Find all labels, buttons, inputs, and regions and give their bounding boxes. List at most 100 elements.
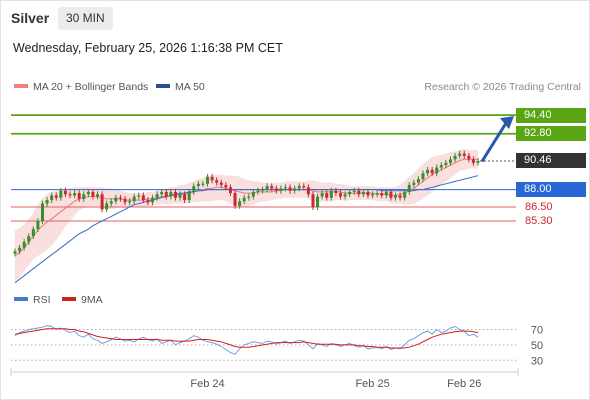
candle-body	[109, 201, 113, 204]
candle	[279, 185, 283, 194]
candle-body	[389, 191, 393, 198]
candle-body	[206, 176, 210, 184]
candle	[325, 190, 329, 201]
candle	[338, 190, 342, 200]
candle	[27, 233, 31, 245]
candle	[183, 191, 187, 203]
candle-body	[178, 194, 182, 198]
candle	[375, 190, 379, 198]
candle	[82, 191, 86, 202]
candle-body	[105, 203, 109, 210]
candle	[105, 200, 109, 213]
candle	[435, 164, 439, 177]
rsi-ma9-line	[14, 328, 479, 349]
candle-body	[352, 190, 356, 192]
candle-body	[27, 236, 31, 242]
ma50-legend-swatch	[156, 84, 170, 88]
forecast-arrow-shaft	[480, 122, 508, 163]
candle	[18, 244, 22, 255]
candle	[128, 198, 132, 206]
candle	[238, 198, 242, 209]
candle	[59, 187, 63, 201]
candle-body	[407, 184, 411, 192]
candle-body	[471, 159, 475, 163]
candle	[201, 180, 205, 187]
timeframe-badge[interactable]: 30 MIN	[58, 7, 113, 30]
candle	[141, 192, 145, 203]
candle	[109, 198, 113, 207]
candle	[380, 190, 384, 199]
candle-body	[132, 196, 136, 202]
symbol-title: Silver	[11, 10, 50, 26]
ma50-line	[14, 175, 479, 284]
candle	[283, 184, 287, 192]
candle-body	[128, 201, 132, 203]
candle	[288, 184, 292, 194]
candle-body	[393, 195, 397, 198]
candle-body	[96, 194, 100, 197]
candle-body	[403, 191, 407, 198]
candle	[100, 191, 104, 213]
candle	[393, 192, 397, 201]
candle-body	[366, 191, 370, 196]
resistance-price-tag: 92.80	[516, 126, 586, 142]
candle-body	[302, 186, 306, 188]
candle	[270, 183, 274, 192]
candle-body	[274, 188, 278, 191]
candle	[178, 191, 182, 201]
candle-body	[196, 183, 200, 187]
candle-body	[435, 167, 439, 174]
candle	[453, 152, 457, 163]
candle-body	[86, 191, 90, 195]
candle	[169, 189, 173, 200]
candle-body	[169, 191, 173, 197]
x-tick-label: Feb 26	[447, 378, 481, 390]
candle	[412, 179, 416, 188]
candle-body	[210, 176, 214, 181]
candle-body	[288, 187, 292, 191]
candle-body	[91, 191, 95, 197]
candle-body	[141, 195, 145, 201]
candle-body	[338, 193, 342, 197]
candle	[274, 185, 278, 194]
rsi-tick-label: 30	[531, 355, 543, 367]
candle-body	[256, 190, 260, 192]
candle-body	[398, 195, 402, 198]
candle	[45, 197, 49, 207]
candle-body	[448, 159, 452, 163]
candle	[137, 192, 141, 200]
candle-body	[68, 194, 72, 196]
candle-body	[151, 197, 155, 203]
candle	[63, 187, 67, 198]
candle	[348, 189, 352, 198]
candle-body	[41, 203, 45, 222]
candle	[407, 182, 411, 195]
candle	[297, 183, 301, 192]
candle-body	[238, 201, 242, 206]
candle	[132, 193, 136, 205]
candle-body	[201, 183, 205, 185]
rsi-legend-swatch	[14, 297, 28, 301]
candle	[31, 226, 35, 240]
candle	[316, 193, 320, 210]
candle-body	[54, 195, 58, 198]
candle	[251, 189, 255, 200]
candle-body	[357, 190, 361, 195]
candle	[164, 189, 168, 200]
candle	[311, 191, 315, 210]
candle-body	[45, 200, 49, 204]
candle-body	[458, 153, 462, 156]
candle	[261, 186, 265, 194]
candle-body	[137, 195, 141, 197]
candle	[173, 189, 177, 201]
rsi-tick-label: 50	[531, 340, 543, 352]
candle-body	[416, 179, 420, 183]
candle-body	[265, 186, 269, 190]
candle-body	[59, 190, 63, 198]
candle	[77, 190, 81, 202]
candle-body	[297, 186, 301, 189]
candle	[306, 184, 310, 198]
candle	[36, 218, 40, 233]
ma20-legend-swatch	[14, 84, 28, 88]
candle	[224, 182, 228, 191]
